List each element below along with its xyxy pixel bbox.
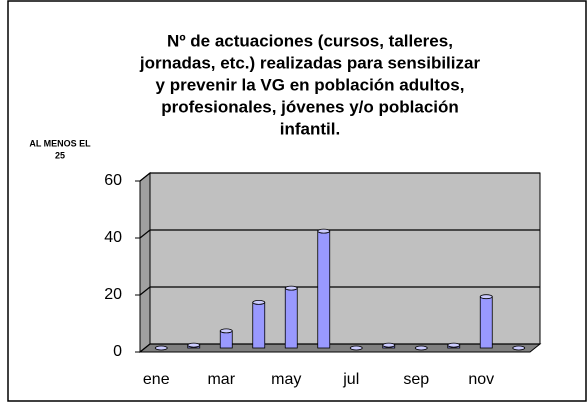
x-tick-label: ene [143,371,170,388]
bar [154,345,168,351]
annotation-line: AL MENOS EL [29,138,91,148]
chart-title: Nº de actuaciones (cursos, talleres, jorn… [139,31,481,138]
bar-body [252,301,266,349]
y-tick-label: 20 [104,286,122,303]
annotation: AL MENOS EL 25 [29,138,91,160]
bar [382,342,396,349]
bar-top [284,285,298,291]
title-line: Nº de actuaciones (cursos, talleres, [167,31,453,50]
x-tick-label: jul [342,371,359,388]
bar-top [479,294,493,300]
side-wall [139,171,151,354]
bar [284,285,298,349]
bar-top [154,345,168,351]
title-line: jornadas, etc.) realizadas para sensibil… [139,53,481,72]
bar [512,345,526,351]
bar [187,342,201,349]
bar [219,328,233,349]
bar-body [317,230,331,349]
bar [317,228,331,349]
bar-top [447,342,461,348]
bar-body [284,287,298,349]
x-tick-label: mar [207,371,235,388]
y-tick-label: 40 [104,229,122,246]
bar [414,345,428,351]
grid-line [139,286,540,296]
grid-line [139,229,540,239]
bar-body [479,296,493,349]
bar [447,342,461,349]
title-line: infantil. [280,119,340,138]
grid-line [139,172,540,182]
bar-top [187,342,201,348]
title-line: profesionales, jóvenes y/o población [161,97,459,116]
annotation-line: 25 [55,150,65,160]
title-line: y prevenir la VG en población adultos, [156,75,465,94]
bar-top [317,228,331,234]
bar [252,299,266,349]
bar-top [512,345,526,351]
bar [479,294,493,349]
bar-top [219,328,233,334]
bar-top [349,345,363,351]
bar-body [219,330,233,349]
x-tick-label: nov [468,371,494,388]
x-tick-label: may [271,371,301,388]
bar [349,345,363,351]
y-tick-label: 0 [113,343,122,360]
bar-top [382,342,396,348]
y-tick-label: 60 [104,172,122,189]
bar-top [414,345,428,351]
grid-line [139,343,540,353]
x-tick-label: sep [403,371,429,388]
bar-top [252,299,266,305]
